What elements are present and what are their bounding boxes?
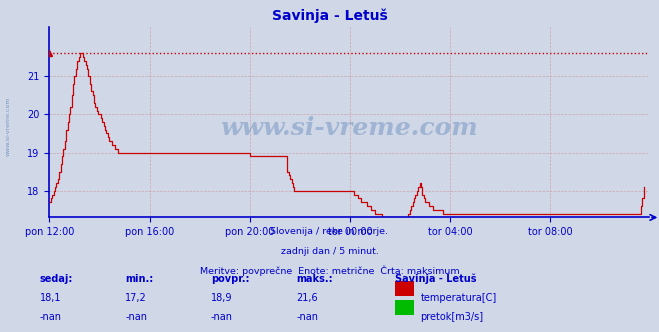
- Text: -nan: -nan: [297, 312, 318, 322]
- Text: Savinja - Letuš: Savinja - Letuš: [272, 8, 387, 23]
- Text: Meritve: povprečne  Enote: metrične  Črta: maksimum: Meritve: povprečne Enote: metrične Črta:…: [200, 266, 459, 277]
- Text: www.si-vreme.com: www.si-vreme.com: [5, 96, 11, 156]
- Text: pretok[m3/s]: pretok[m3/s]: [420, 312, 484, 322]
- Text: sedaj:: sedaj:: [40, 274, 73, 284]
- Text: -nan: -nan: [211, 312, 233, 322]
- Text: 18,9: 18,9: [211, 293, 233, 303]
- Text: temperatura[C]: temperatura[C]: [420, 293, 497, 303]
- Text: 17,2: 17,2: [125, 293, 147, 303]
- Text: 18,1: 18,1: [40, 293, 61, 303]
- Text: -nan: -nan: [40, 312, 61, 322]
- Text: maks.:: maks.:: [297, 274, 333, 284]
- Text: 21,6: 21,6: [297, 293, 318, 303]
- Text: Slovenija / reke in morje.: Slovenija / reke in morje.: [270, 227, 389, 236]
- Text: zadnji dan / 5 minut.: zadnji dan / 5 minut.: [281, 247, 378, 256]
- Text: min.:: min.:: [125, 274, 154, 284]
- Text: Savinja - Letuš: Savinja - Letuš: [395, 274, 477, 285]
- Text: -nan: -nan: [125, 312, 147, 322]
- Text: povpr.:: povpr.:: [211, 274, 249, 284]
- Text: www.si-vreme.com: www.si-vreme.com: [220, 116, 478, 140]
